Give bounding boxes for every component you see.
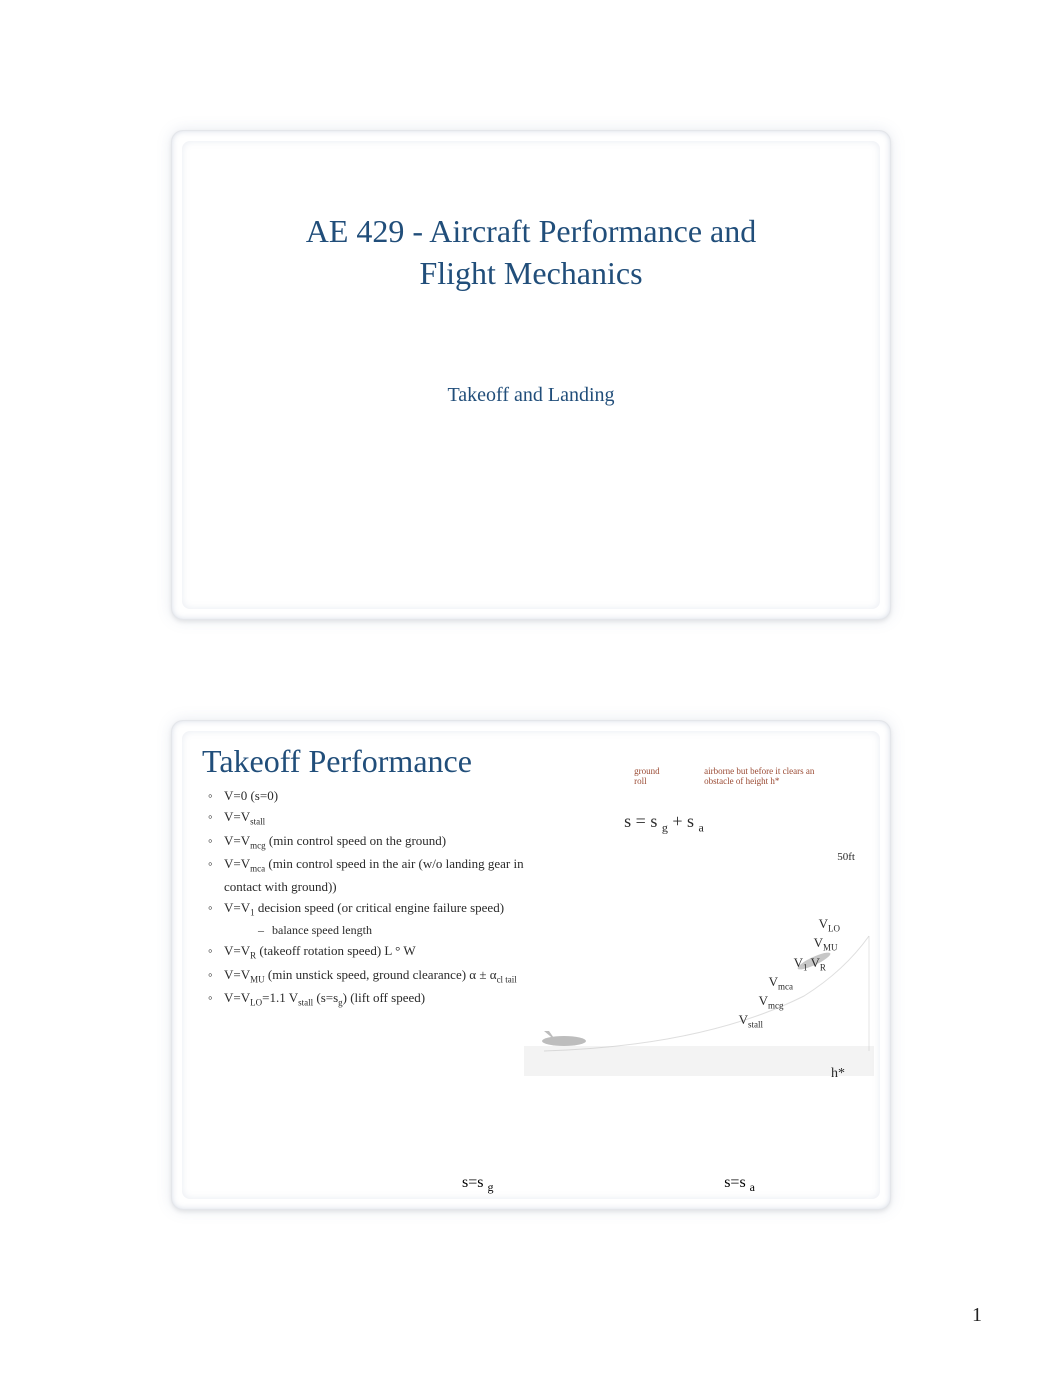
speed-symbol: V (819, 916, 828, 931)
bullet-text: V=V (224, 900, 250, 915)
bullet-text: decision speed (or critical engine failu… (255, 900, 504, 915)
subscript: mca (250, 864, 265, 874)
subscript: mca (778, 981, 793, 991)
subscript: LO (828, 924, 840, 934)
subscript: stall (748, 1020, 763, 1030)
vmcg-label: Vmcg (759, 993, 840, 1012)
vstall-label: Vstall (739, 1012, 840, 1031)
bullet-text: V=V (224, 943, 250, 958)
takeoff-diagram: ground roll airborne but before it clear… (544, 786, 860, 1012)
sa-equation: s=s a (724, 1174, 755, 1195)
course-title: AE 429 - Aircraft Performance and Flight… (306, 211, 756, 294)
subscript: stall (250, 817, 265, 827)
vmu-label: VMU (814, 935, 840, 954)
bullet-item: V=Vstall (202, 807, 544, 830)
subscript: cl tail (497, 974, 517, 984)
bullet-item: V=VMU (min unstick speed, ground clearan… (202, 965, 544, 988)
bullet-item: V=Vmca (min control speed in the air (w/… (202, 854, 544, 897)
bullet-item: V=VLO=1.1 Vstall (s=sg) (lift off speed) (202, 988, 544, 1011)
subscript: LO (250, 998, 262, 1008)
bullet-text: V=V (224, 856, 250, 871)
title-line-2: Flight Mechanics (419, 255, 642, 291)
bullet-text: V=V (224, 809, 250, 824)
bullet-item: V=0 (s=0) (202, 786, 544, 806)
slide-subtitle: Takeoff and Landing (447, 384, 614, 407)
speed-symbol: V (814, 935, 823, 950)
subscript: g (487, 1180, 493, 1194)
diagram-phase-labels: ground roll airborne but before it clear… (634, 766, 824, 786)
bullet-text: =1.1 V (262, 990, 298, 1005)
bullet-text: V=V (224, 990, 250, 1005)
speed-symbol: V (759, 993, 768, 1008)
bullet-item: V=VR (takeoff rotation speed) L ° W (202, 941, 544, 964)
title-slide: AE 429 - Aircraft Performance and Flight… (171, 130, 891, 620)
eq-text: + s (672, 811, 694, 831)
bullet-text: V=V (224, 967, 250, 982)
slide-content: Takeoff Performance V=0 (s=0) V=Vstall V… (182, 731, 880, 1199)
hstar-label: h* (831, 1066, 845, 1082)
bullet-text: (min unstick speed, ground clearance) α … (265, 967, 497, 982)
content-slide: Takeoff Performance V=0 (s=0) V=Vstall V… (171, 720, 891, 1210)
sub-bullet-item: balance speed length (202, 921, 544, 940)
airborne-label: airborne but before it clears an obstacl… (704, 766, 824, 786)
speed-symbol: V (769, 974, 778, 989)
bullet-item: V=V1 decision speed (or critical engine … (202, 898, 544, 921)
subscript: MU (823, 943, 838, 953)
bullet-text: balance speed length (272, 923, 372, 937)
bullet-text: (s=s (313, 990, 338, 1005)
eq-text: s=s (462, 1174, 483, 1191)
bullet-text: (takeoff rotation speed) L ° W (256, 943, 415, 958)
vr-label: V1 VR (794, 955, 840, 974)
subscript: mcg (250, 840, 266, 850)
eq-text: s = s (624, 811, 657, 831)
bullet-list: V=0 (s=0) V=Vstall V=Vmcg (min control s… (202, 786, 544, 1012)
subscript: a (698, 821, 703, 835)
slide-content: AE 429 - Aircraft Performance and Flight… (182, 141, 880, 609)
bullet-item: V=Vmcg (min control speed on the ground) (202, 831, 544, 854)
subscript: 1 (803, 962, 808, 972)
obstacle-height-label: 50ft (837, 851, 855, 863)
speed-labels-stack: VLO VMU V1 VR Vmca Vmcg Vstall (759, 916, 840, 1032)
subscript: g (662, 821, 668, 835)
bullet-text: (min control speed in the air (w/o landi… (224, 856, 524, 894)
ground-roll-label: ground roll (634, 766, 674, 786)
subscript: mcg (768, 1001, 784, 1011)
distance-equation: s = s g + s a (624, 811, 704, 836)
subscript: R (820, 962, 826, 972)
page-number: 1 (972, 1304, 982, 1327)
subscript: stall (298, 998, 313, 1008)
bullet-text: (min control speed on the ground) (266, 833, 447, 848)
vlo-label: VLO (819, 916, 840, 935)
speed-symbol: V (794, 955, 803, 970)
speed-symbol: V (739, 1012, 748, 1027)
bullet-text: ) (lift off speed) (343, 990, 425, 1005)
subscript: a (750, 1180, 755, 1194)
bullet-text: V=0 (s=0) (224, 788, 278, 803)
bullet-text: V=V (224, 833, 250, 848)
vmca-label: Vmca (769, 974, 840, 993)
speed-symbol: V (811, 955, 820, 970)
title-line-1: AE 429 - Aircraft Performance and (306, 213, 756, 249)
slide-body: V=0 (s=0) V=Vstall V=Vmcg (min control s… (202, 786, 860, 1012)
subscript: MU (250, 974, 265, 984)
sg-equation: s=s g (462, 1174, 493, 1195)
document-page: AE 429 - Aircraft Performance and Flight… (0, 0, 1062, 1377)
eq-text: s=s (724, 1174, 745, 1191)
